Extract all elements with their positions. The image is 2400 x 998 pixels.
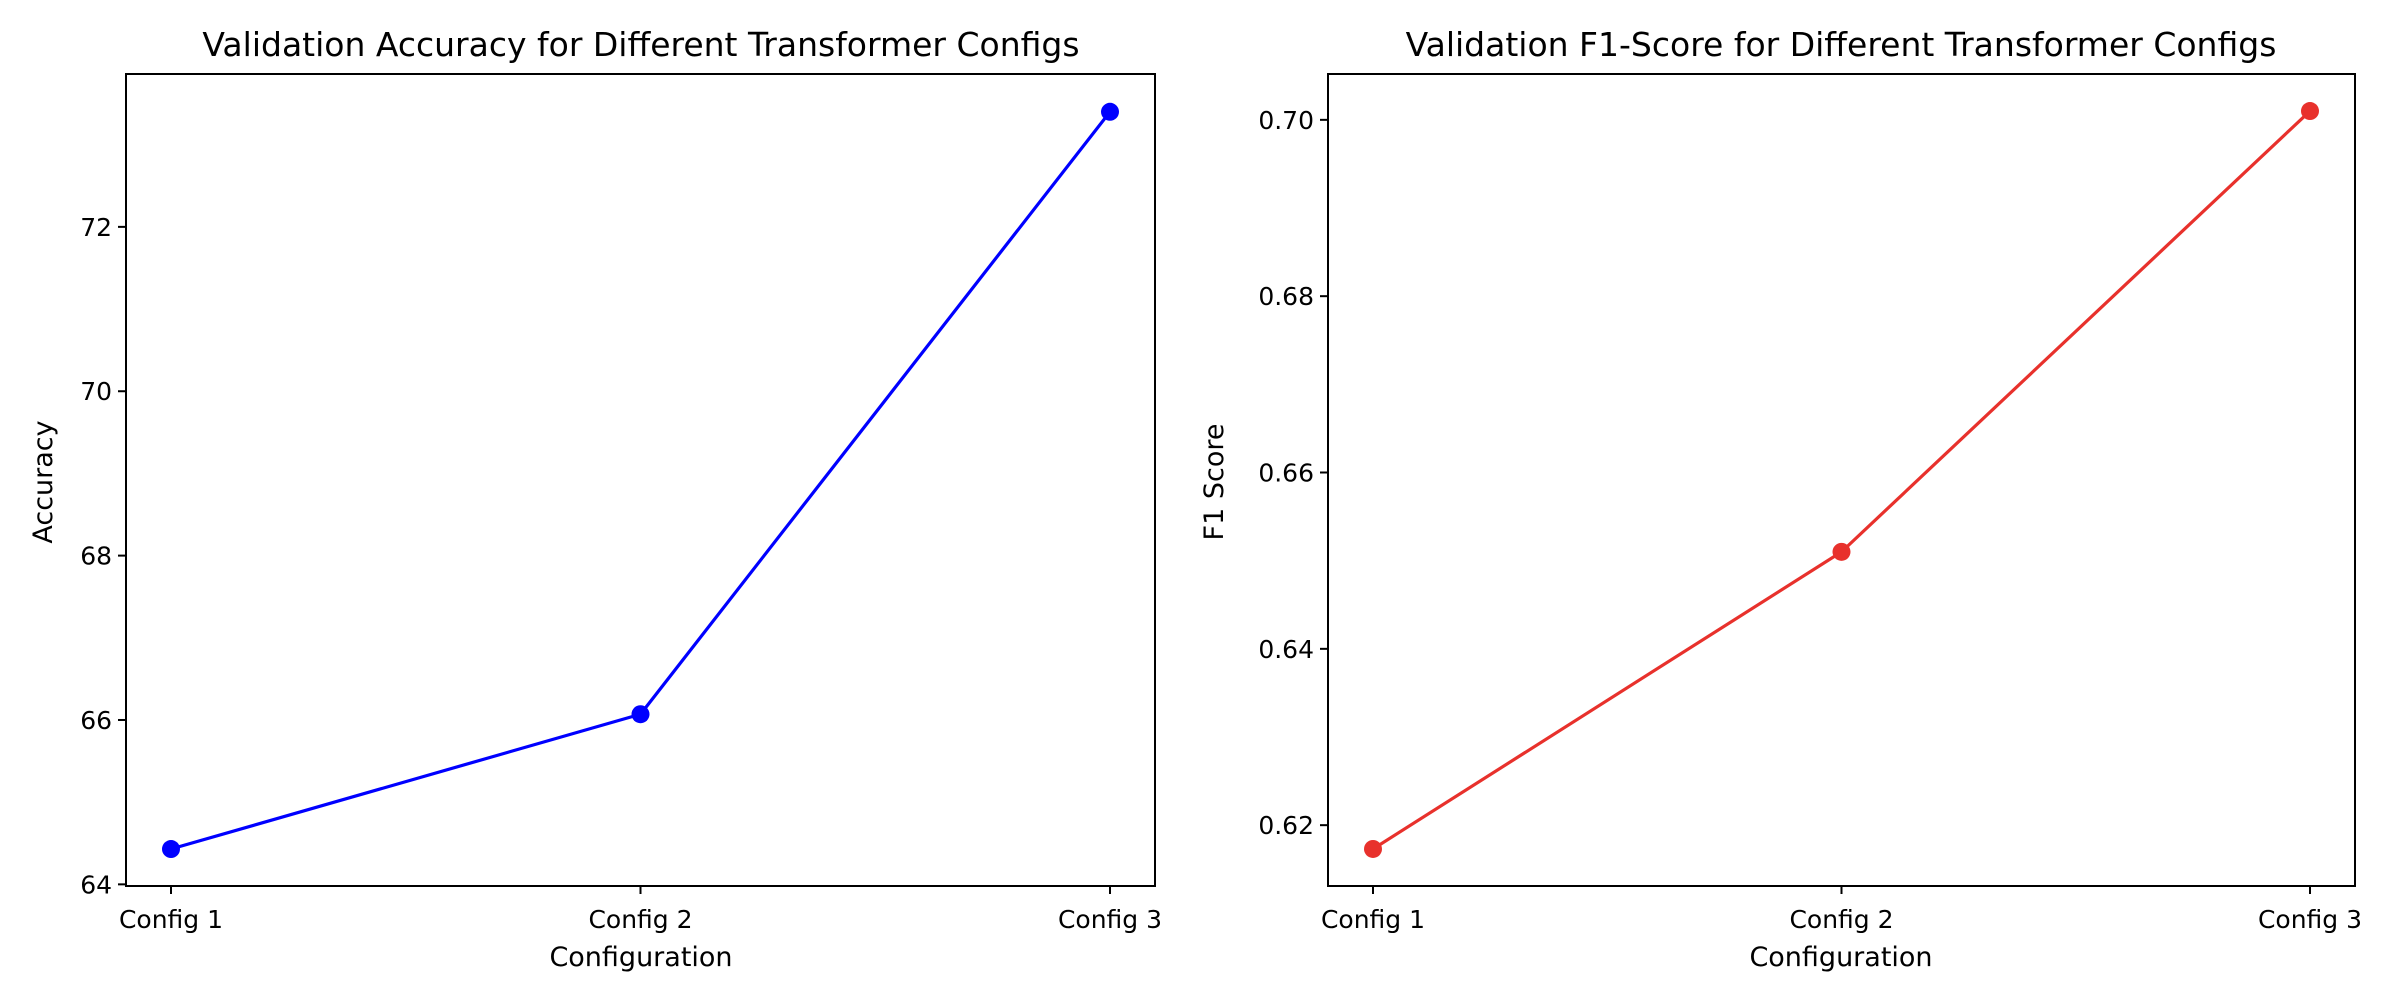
- series-line: [170, 110, 1112, 851]
- data-point: [2301, 102, 2319, 121]
- x-axis-label: Configuration: [549, 942, 732, 973]
- x-tick-label: Config 1: [119, 905, 223, 934]
- x-tick-label: Config 3: [2258, 905, 2362, 934]
- y-tick-label: 70: [80, 377, 112, 406]
- accuracy-chart: Validation Accuracy for Different Transf…: [28, 25, 1162, 973]
- series-line: [1372, 109, 2312, 851]
- x-ticks: Config 1 Config 2 Config 3: [1321, 886, 2362, 934]
- f1-score-chart: Validation F1-Score for Different Transf…: [1199, 25, 2362, 973]
- y-tick-label: 0.66: [1258, 459, 1314, 488]
- y-tick-label: 0.62: [1258, 811, 1314, 840]
- plot-series: [162, 102, 1119, 859]
- x-axis-label: Configuration: [1749, 942, 1932, 973]
- y-tick-label: 64: [80, 870, 112, 899]
- y-tick-label: 0.68: [1258, 282, 1314, 311]
- y-axis-label: Accuracy: [28, 420, 59, 543]
- data-point: [1101, 102, 1119, 121]
- x-ticks: Config 1 Config 2 Config 3: [119, 886, 1162, 934]
- x-tick-label: Config 2: [1789, 905, 1893, 934]
- y-ticks: 0.62 0.64 0.66 0.68 0.70: [1258, 106, 1328, 840]
- data-point: [1364, 839, 1382, 858]
- x-tick-label: Config 1: [1321, 905, 1425, 934]
- plot-frame: [1327, 73, 2356, 887]
- y-tick-label: 68: [80, 542, 112, 571]
- plot-series: [1364, 102, 2319, 858]
- y-ticks: 64 66 68 70 72: [80, 213, 126, 899]
- y-tick-label: 72: [80, 213, 112, 242]
- chart-title: Validation F1-Score for Different Transf…: [1406, 25, 2277, 64]
- y-tick-label: 66: [80, 706, 112, 735]
- chart-title: Validation Accuracy for Different Transf…: [202, 25, 1079, 64]
- y-tick-label: 0.64: [1258, 635, 1314, 664]
- data-point: [631, 705, 650, 724]
- x-tick-label: Config 3: [1058, 905, 1162, 934]
- x-tick-label: Config 2: [588, 905, 692, 934]
- data-point: [162, 840, 180, 859]
- y-axis-label: F1 Score: [1199, 424, 1230, 541]
- plot-frame: [125, 73, 1156, 887]
- y-tick-label: 0.70: [1258, 106, 1314, 135]
- data-point: [1832, 542, 1851, 561]
